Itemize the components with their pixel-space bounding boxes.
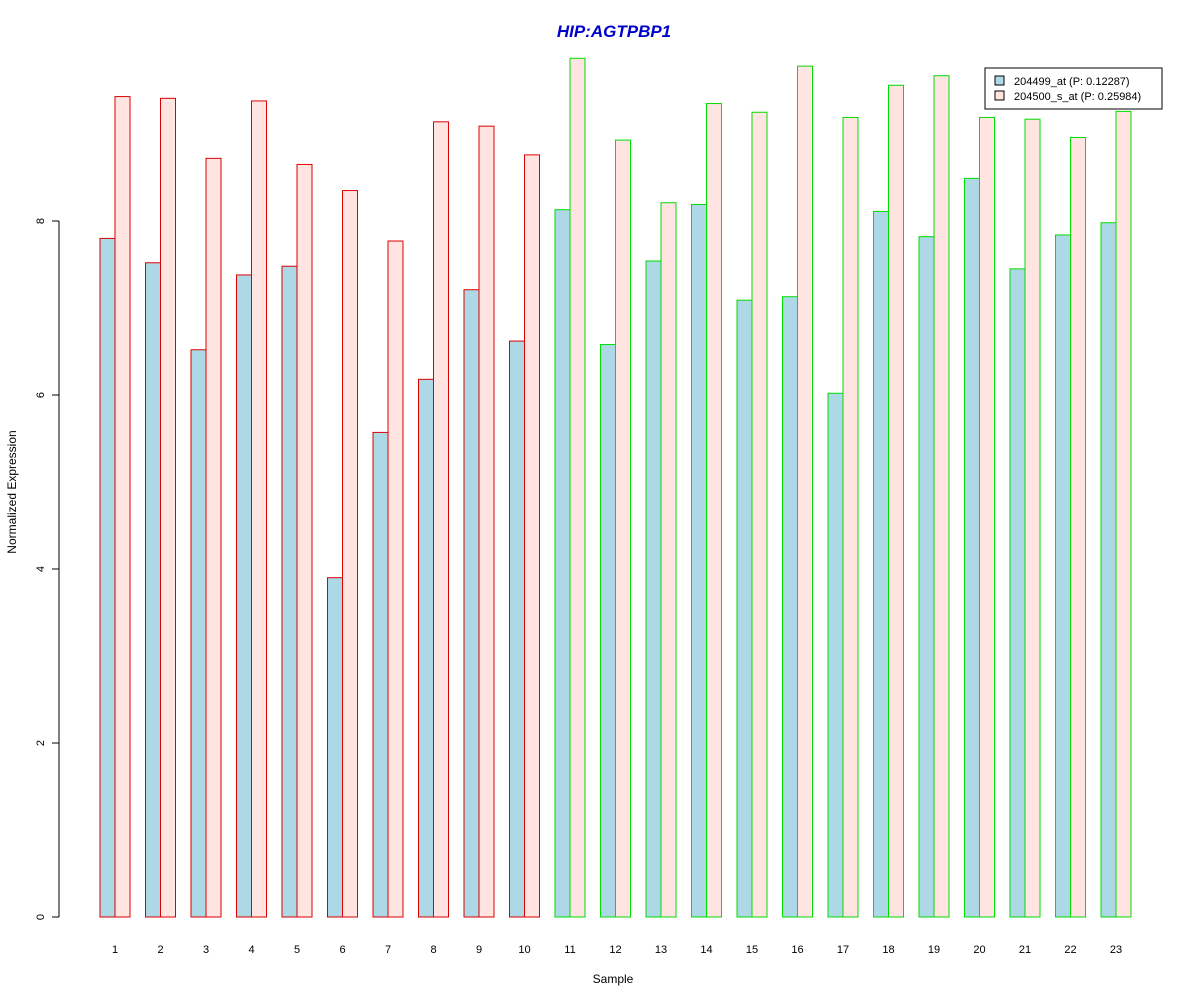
- bar-sample-9-series-2: [478, 125, 495, 918]
- legend-label-series-2: 204500_s_at (P: 0.25984): [1014, 91, 1141, 103]
- y-tick-label: 8: [35, 218, 47, 224]
- x-tick-label: 10: [518, 944, 530, 956]
- bar-sample-6-series-1: [327, 577, 343, 918]
- legend-swatch-series-1: [994, 75, 1005, 86]
- legend-label-series-1: 204499_at (P: 0.12287): [1014, 76, 1130, 88]
- x-tick-label: 6: [339, 944, 345, 956]
- bar-sample-13-series-1: [645, 260, 662, 918]
- bar-sample-5-series-1: [281, 265, 298, 918]
- y-axis: 0 2 4 6 8: [35, 218, 60, 920]
- bar-sample-10-series-1: [509, 340, 525, 918]
- x-tick-label: 22: [1064, 944, 1076, 956]
- legend: 204499_at (P: 0.12287) 204500_s_at (P: 0…: [984, 67, 1163, 110]
- bar-sample-7-series-1: [372, 431, 389, 918]
- bar-sample-18-series-1: [873, 210, 889, 918]
- x-tick-label: 17: [837, 944, 849, 956]
- bar-sample-23-series-2: [1115, 110, 1132, 918]
- x-tick-label: 11: [564, 944, 575, 956]
- x-tick-label: 16: [791, 944, 803, 956]
- bar-sample-12-series-1: [600, 344, 616, 918]
- bar-sample-15-series-1: [736, 299, 753, 918]
- bar-sample-2-series-1: [145, 262, 161, 918]
- bar-sample-17-series-1: [827, 392, 844, 918]
- bar-sample-14-series-1: [691, 203, 707, 918]
- x-tick-label: 1: [112, 944, 118, 956]
- y-tick-label: 6: [35, 392, 47, 398]
- bar-sample-3-series-2: [205, 157, 222, 918]
- bar-sample-22-series-1: [1055, 234, 1071, 918]
- x-tick-label: 21: [1019, 944, 1031, 956]
- bar-sample-6-series-2: [342, 190, 358, 918]
- x-tick-label: 12: [609, 944, 621, 956]
- bar-sample-19-series-2: [933, 75, 950, 918]
- x-tick-label: 20: [973, 944, 985, 956]
- bar-sample-11-series-1: [554, 209, 571, 918]
- bar-sample-5-series-2: [296, 163, 313, 918]
- bar-sample-12-series-2: [615, 139, 631, 918]
- legend-swatch-series-2: [994, 90, 1005, 101]
- bar-sample-22-series-2: [1070, 136, 1086, 918]
- bar-sample-15-series-2: [751, 111, 768, 918]
- bar-sample-19-series-1: [918, 236, 935, 918]
- bar-sample-7-series-2: [387, 240, 404, 918]
- x-tick-label: 8: [430, 944, 436, 956]
- bar-sample-21-series-2: [1024, 118, 1041, 918]
- bar-sample-14-series-2: [706, 103, 722, 918]
- bar-sample-2-series-2: [160, 97, 176, 918]
- y-tick-label: 0: [35, 914, 47, 920]
- x-tick-label: 7: [385, 944, 391, 956]
- bar-sample-11-series-2: [569, 57, 586, 918]
- x-tick-labels: 1 2 3 4 5 6 7 8 9 10 11 12 13 14 15 16 17 18 19 20 21 22 23: [112, 944, 1122, 956]
- x-tick-label: 3: [203, 944, 209, 956]
- x-tick-label: 4: [248, 944, 254, 956]
- x-tick-label: 9: [476, 944, 482, 956]
- bar-sample-8-series-1: [418, 378, 434, 918]
- bar-sample-4-series-1: [236, 274, 252, 918]
- bar-sample-1-series-1: [99, 237, 116, 918]
- bar-sample-21-series-1: [1009, 268, 1026, 918]
- x-tick-label: 14: [700, 944, 712, 956]
- x-tick-label: 15: [746, 944, 758, 956]
- bar-sample-10-series-2: [524, 154, 540, 918]
- chart-title: HIP:AGTPBP1: [557, 22, 671, 41]
- bar-sample-16-series-2: [797, 65, 813, 918]
- legend-box: [984, 67, 1163, 110]
- bar-sample-3-series-1: [190, 349, 207, 918]
- x-tick-label: 19: [928, 944, 940, 956]
- bar-sample-13-series-2: [660, 202, 677, 918]
- bar-sample-20-series-2: [979, 116, 995, 918]
- bar-sample-4-series-2: [251, 100, 267, 918]
- bars: [99, 57, 1132, 918]
- bar-sample-20-series-1: [964, 177, 980, 918]
- y-axis-label: Normalized Expression: [5, 430, 19, 553]
- x-tick-label: 5: [294, 944, 300, 956]
- bar-sample-9-series-1: [463, 289, 480, 918]
- bar-sample-17-series-2: [842, 116, 859, 918]
- y-tick-label: 4: [35, 566, 47, 572]
- x-tick-label: 2: [157, 944, 163, 956]
- x-tick-label: 13: [655, 944, 667, 956]
- bar-sample-1-series-2: [114, 96, 131, 918]
- bar-sample-8-series-2: [433, 121, 449, 918]
- x-axis-label: Sample: [593, 972, 634, 986]
- x-tick-label: 18: [882, 944, 894, 956]
- bar-sample-23-series-1: [1100, 222, 1117, 918]
- x-tick-label: 23: [1110, 944, 1122, 956]
- bar-sample-18-series-2: [888, 84, 904, 918]
- bar-sample-16-series-1: [782, 296, 798, 918]
- y-tick-label: 2: [35, 740, 47, 746]
